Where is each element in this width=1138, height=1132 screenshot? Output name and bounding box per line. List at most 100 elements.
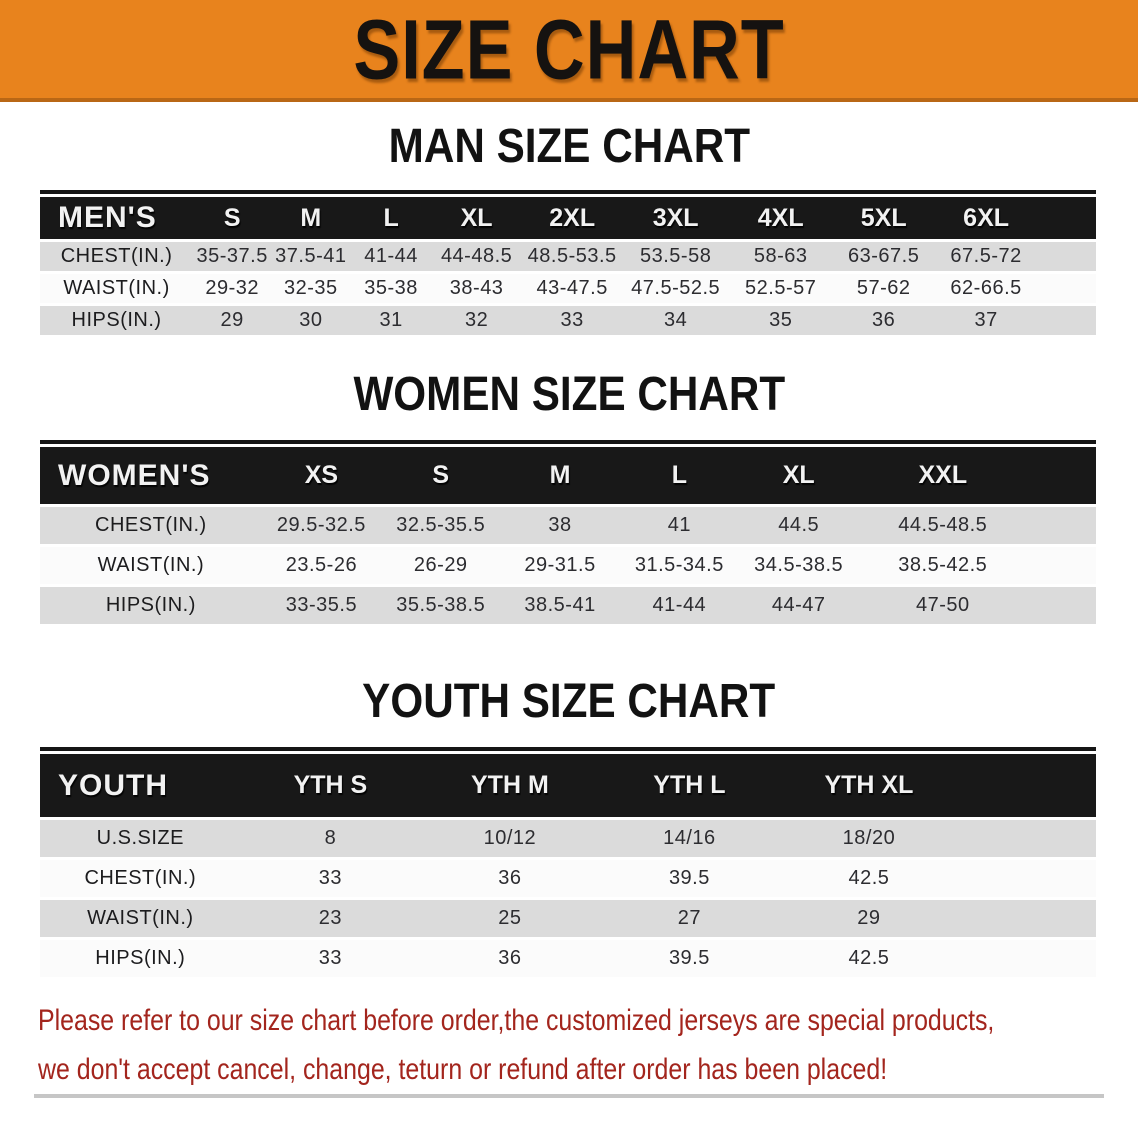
men-waist-in-3xl: 47.5-52.5: [622, 274, 729, 306]
women-col-header-s: S: [381, 447, 501, 507]
men-waist-in-xl: 38-43: [431, 274, 522, 306]
men-corner-label: MEN'S: [40, 197, 194, 242]
women-header-filler: [1027, 447, 1096, 507]
men-col-header-xl: XL: [431, 197, 522, 242]
men-hips-in-4xl: 35: [728, 306, 833, 338]
men-hips-in-6xl: 37: [934, 306, 1038, 338]
women-chest-in-s: 32.5-35.5: [381, 507, 501, 547]
youth-section: YOUTH SIZE CHART YOUTH YTH S YTH M YTH L YTH…: [0, 675, 1138, 980]
banner: SIZE CHART: [0, 0, 1138, 102]
men-hips-in-m: 30: [271, 306, 351, 338]
youth-chest-in-yth-xl: 42.5: [779, 860, 959, 900]
men-chest-in-4xl: 58-63: [728, 242, 833, 274]
youth-section-heading-text: YOUTH SIZE CHART: [362, 675, 776, 728]
men-section-heading-text: MAN SIZE CHART: [388, 120, 750, 173]
youth-row-label-hips-in: HIPS(IN.): [40, 940, 241, 980]
youth-row-filler: [958, 860, 1096, 900]
youth-section-heading: YOUTH SIZE CHART: [0, 675, 1138, 729]
men-chest-in-xl: 44-48.5: [431, 242, 522, 274]
women-waist-in-l: 31.5-34.5: [619, 547, 740, 587]
women-row-chest-in: CHEST(IN.) 29.5-32.5 32.5-35.5 38 41 44.5 44.5…: [40, 507, 1096, 547]
men-table-wrap: MEN'S S M L XL 2XL 3XL 4XL 5XL 6XL CHEST(IN.) 35-37…: [40, 190, 1096, 338]
women-chest-in-xxl: 44.5-48.5: [858, 507, 1028, 547]
women-row-hips-in: HIPS(IN.) 33-35.5 35.5-38.5 38.5-41 41-44 44-…: [40, 587, 1096, 627]
women-hips-in-xl: 44-47: [739, 587, 859, 627]
women-waist-in-xs: 23.5-26: [261, 547, 382, 587]
men-chest-in-3xl: 53.5-58: [622, 242, 729, 274]
men-waist-in-5xl: 57-62: [832, 274, 935, 306]
women-chest-in-xs: 29.5-32.5: [261, 507, 382, 547]
youth-col-header-yth-xl: YTH XL: [779, 754, 959, 820]
men-waist-in-l: 35-38: [350, 274, 432, 306]
men-header-filler: [1037, 197, 1096, 242]
men-size-table: MEN'S S M L XL 2XL 3XL 4XL 5XL 6XL CHEST(IN.) 35-37…: [40, 197, 1096, 338]
youth-size-table: YOUTH YTH S YTH M YTH L YTH XL U.S.SIZE 8 10/12…: [40, 754, 1096, 980]
youth-waist-in-yth-m: 25: [420, 900, 600, 940]
youth-col-header-yth-s: YTH S: [240, 754, 421, 820]
women-chest-in-m: 38: [500, 507, 620, 547]
men-col-header-m: M: [271, 197, 351, 242]
men-col-header-4xl: 4XL: [728, 197, 833, 242]
women-corner-label: WOMEN'S: [40, 447, 262, 507]
women-row-label-chest-in: CHEST(IN.): [40, 507, 262, 547]
disclaimer: Please refer to our size chart before or…: [0, 996, 1138, 1094]
men-hips-in-l: 31: [350, 306, 432, 338]
women-section: WOMEN SIZE CHART WOMEN'S XS S M L XL XXL CHEST(…: [0, 368, 1138, 627]
men-col-header-2xl: 2XL: [521, 197, 623, 242]
women-row-label-waist-in: WAIST(IN.): [40, 547, 262, 587]
youth-u-s-size-yth-xl: 18/20: [779, 820, 959, 860]
men-row-waist-in: WAIST(IN.) 29-32 32-35 35-38 38-43 43-47.5 47.…: [40, 274, 1096, 306]
men-waist-in-s: 29-32: [193, 274, 272, 306]
women-size-table: WOMEN'S XS S M L XL XXL CHEST(IN.) 29.5-32.5 32.5…: [40, 447, 1096, 627]
youth-row-label-waist-in: WAIST(IN.): [40, 900, 241, 940]
women-col-header-xs: XS: [261, 447, 382, 507]
men-chest-in-l: 41-44: [350, 242, 432, 274]
women-hips-in-xxl: 47-50: [858, 587, 1028, 627]
women-header-row: WOMEN'S XS S M L XL XXL: [40, 447, 1096, 507]
women-hips-in-l: 41-44: [619, 587, 740, 627]
women-row-waist-in: WAIST(IN.) 23.5-26 26-29 29-31.5 31.5-34.5 34…: [40, 547, 1096, 587]
women-table-wrap: WOMEN'S XS S M L XL XXL CHEST(IN.) 29.5-32.5 32.5…: [40, 440, 1096, 627]
women-section-heading-text: WOMEN SIZE CHART: [353, 368, 785, 421]
men-row-label-waist-in: WAIST(IN.): [40, 274, 194, 306]
disclaimer-line-2: we don't accept cancel, change, teturn o…: [38, 1053, 888, 1086]
disclaimer-line-1: Please refer to our size chart before or…: [38, 1004, 995, 1037]
men-chest-in-6xl: 67.5-72: [934, 242, 1038, 274]
women-row-label-hips-in: HIPS(IN.): [40, 587, 262, 627]
women-waist-in-s: 26-29: [381, 547, 501, 587]
size-chart-page: SIZE CHART MAN SIZE CHART MEN'S S M L XL 2XL 3…: [0, 0, 1138, 1098]
youth-waist-in-yth-l: 27: [599, 900, 780, 940]
women-col-header-xxl: XXL: [858, 447, 1028, 507]
men-header-row: MEN'S S M L XL 2XL 3XL 4XL 5XL 6XL: [40, 197, 1096, 242]
men-section: MAN SIZE CHART MEN'S S M L XL 2XL 3XL 4XL 5XL 6XL…: [0, 120, 1138, 338]
youth-col-header-yth-l: YTH L: [599, 754, 780, 820]
men-chest-in-s: 35-37.5: [193, 242, 272, 274]
youth-row-waist-in: WAIST(IN.) 23 25 27 29: [40, 900, 1096, 940]
youth-waist-in-yth-s: 23: [240, 900, 421, 940]
men-waist-in-6xl: 62-66.5: [934, 274, 1038, 306]
youth-header-row: YOUTH YTH S YTH M YTH L YTH XL: [40, 754, 1096, 820]
men-col-header-l: L: [350, 197, 432, 242]
men-col-header-s: S: [193, 197, 272, 242]
women-hips-in-m: 38.5-41: [500, 587, 620, 627]
women-waist-in-xl: 34.5-38.5: [739, 547, 859, 587]
bottom-divider: [34, 1094, 1104, 1098]
women-section-heading: WOMEN SIZE CHART: [0, 368, 1138, 422]
men-hips-in-5xl: 36: [832, 306, 935, 338]
men-row-filler: [1037, 306, 1096, 338]
men-row-filler: [1037, 274, 1096, 306]
youth-u-s-size-yth-m: 10/12: [420, 820, 600, 860]
youth-hips-in-yth-l: 39.5: [599, 940, 780, 980]
youth-row-u-s-size: U.S.SIZE 8 10/12 14/16 18/20: [40, 820, 1096, 860]
women-chest-in-xl: 44.5: [739, 507, 859, 547]
youth-waist-in-yth-xl: 29: [779, 900, 959, 940]
men-section-heading: MAN SIZE CHART: [0, 120, 1138, 174]
youth-u-s-size-yth-l: 14/16: [599, 820, 780, 860]
women-hips-in-xs: 33-35.5: [261, 587, 382, 627]
men-row-filler: [1037, 242, 1096, 274]
youth-row-label-u-s-size: U.S.SIZE: [40, 820, 241, 860]
men-chest-in-m: 37.5-41: [271, 242, 351, 274]
women-row-filler: [1027, 547, 1096, 587]
page-title: SIZE CHART: [342, 2, 796, 97]
youth-header-filler: [958, 754, 1096, 820]
